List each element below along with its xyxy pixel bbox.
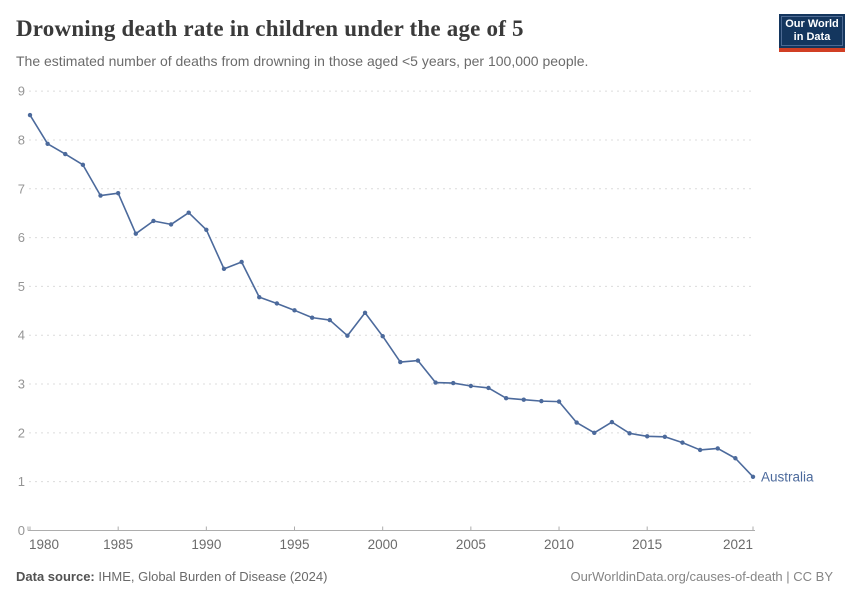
data-point [186, 210, 191, 215]
data-point [574, 420, 579, 425]
data-point [415, 358, 421, 363]
owid-logo[interactable]: Our World in Data [779, 14, 845, 52]
data-point [680, 440, 685, 445]
data-point [345, 333, 350, 338]
data-point [115, 190, 121, 196]
data-point [380, 333, 385, 339]
y-tick-label: 6 [18, 230, 25, 245]
data-point [309, 315, 315, 320]
data-point [98, 193, 103, 198]
x-tick-label: 1985 [103, 537, 133, 552]
attribution-link[interactable]: OurWorldinData.org/causes-of-death | CC … [570, 569, 833, 584]
series-label: Australia [761, 469, 814, 484]
x-tick-label: 1980 [29, 537, 59, 552]
data-point [257, 294, 262, 300]
data-point [662, 434, 668, 439]
data-point [274, 301, 280, 306]
data-point [715, 446, 720, 451]
data-point [362, 310, 368, 315]
data-point [239, 259, 244, 265]
x-tick-label: 2015 [632, 537, 662, 552]
data-point [556, 399, 562, 404]
data-point [644, 434, 650, 439]
y-tick-label: 9 [18, 84, 25, 99]
data-point [433, 380, 438, 385]
y-tick-label: 3 [18, 377, 25, 392]
data-point [204, 227, 209, 232]
data-source-text: IHME, Global Burden of Disease (2024) [94, 569, 328, 584]
owid-logo-box: Our World in Data [779, 14, 845, 48]
y-tick-label: 0 [18, 523, 25, 538]
owid-logo-line2: in Data [793, 31, 831, 43]
x-tick-label: 2005 [456, 537, 486, 552]
data-point [327, 317, 332, 323]
data-point [80, 162, 86, 168]
y-tick-label: 1 [18, 474, 25, 489]
chart-subtitle: The estimated number of deaths from drow… [16, 53, 589, 69]
series-line [29, 114, 754, 478]
x-tick-label: 2010 [544, 537, 574, 552]
data-point [151, 218, 156, 224]
data-source-label: Data source: [16, 569, 95, 584]
owid-logo-line1: Our World [785, 18, 839, 30]
data-point [750, 474, 756, 479]
data-point [627, 431, 632, 436]
data-point [486, 385, 491, 391]
x-tick-label: 1995 [279, 537, 309, 552]
data-point [133, 231, 139, 236]
y-tick-label: 7 [18, 181, 25, 196]
data-point [292, 308, 297, 313]
data-point [45, 141, 50, 147]
page-title: Drowning death rate in children under th… [16, 16, 524, 41]
data-point [592, 430, 597, 436]
data-point [27, 112, 33, 118]
data-point [451, 380, 456, 386]
data-point [521, 397, 526, 402]
data-point [468, 383, 474, 389]
data-point [697, 447, 703, 453]
data-point [221, 266, 227, 272]
y-tick-label: 8 [18, 132, 25, 147]
x-tick-label: 2000 [368, 537, 398, 552]
y-tick-label: 2 [18, 425, 25, 440]
data-point [503, 395, 509, 401]
y-tick-label: 4 [18, 328, 25, 343]
x-tick-label: 1990 [191, 537, 221, 552]
data-source: Data source: IHME, Global Burden of Dise… [16, 569, 327, 584]
data-point [398, 359, 403, 365]
y-tick-label: 5 [18, 279, 25, 294]
x-tick-label: 2021 [723, 537, 753, 552]
data-point [733, 456, 738, 461]
data-point [168, 222, 174, 227]
data-point [539, 398, 544, 404]
data-point [63, 151, 68, 157]
owid-logo-red-bar [779, 48, 845, 52]
data-point [609, 419, 615, 425]
